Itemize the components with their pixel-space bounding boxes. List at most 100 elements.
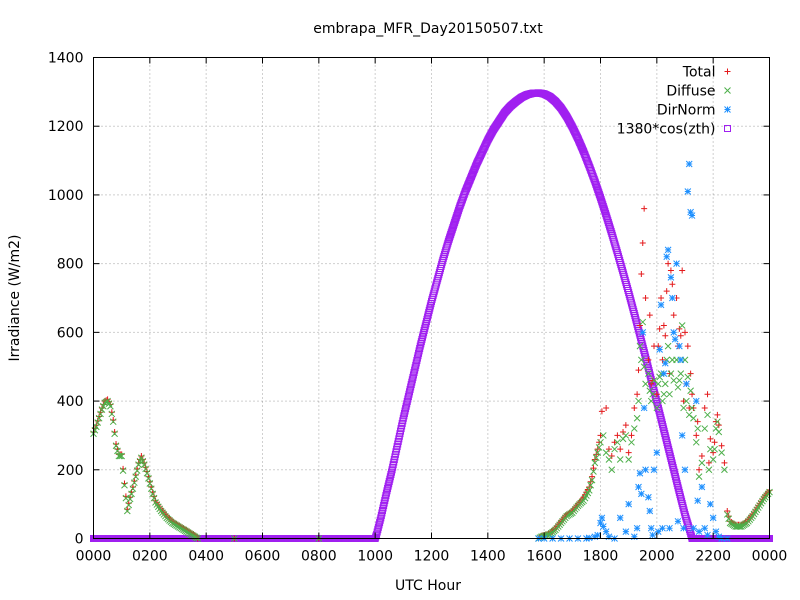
data-point [656, 325, 663, 332]
data-point [603, 404, 610, 411]
data-point [679, 504, 687, 512]
data-point [374, 526, 382, 534]
data-point [685, 411, 693, 419]
data-point [380, 499, 388, 507]
x-tick-label: 0000 [76, 549, 112, 565]
data-point [649, 531, 656, 539]
data-point [693, 432, 700, 439]
data-point [640, 349, 648, 357]
data-point [603, 215, 611, 223]
data-point [111, 430, 118, 438]
data-point [695, 528, 703, 535]
data-point [687, 208, 694, 216]
x-tick-label: 2000 [639, 549, 675, 565]
data-point [628, 438, 635, 446]
y-tick-label: 1200 [48, 119, 84, 135]
data-point [606, 224, 614, 232]
data-point [399, 414, 407, 422]
data-point [721, 459, 728, 466]
data-point [601, 208, 609, 216]
data-point [677, 370, 685, 377]
data-point [637, 336, 645, 344]
data-point [387, 470, 395, 478]
data-point [625, 456, 633, 463]
data-point [598, 408, 605, 415]
data-point [661, 430, 669, 438]
data-point [709, 456, 717, 463]
data-point [413, 354, 421, 362]
data-point [657, 414, 665, 422]
data-point [698, 483, 706, 491]
legend-marker [724, 68, 731, 75]
data-point [145, 475, 152, 482]
data-point [677, 332, 684, 339]
data-point [678, 432, 686, 439]
data-point [376, 519, 384, 527]
data-point [667, 370, 675, 377]
data-point [142, 465, 149, 473]
data-point [658, 295, 665, 301]
data-point [673, 479, 681, 487]
data-point [711, 439, 718, 446]
data-point [614, 438, 621, 446]
data-point [92, 423, 100, 431]
data-point [642, 466, 649, 474]
data-point [642, 295, 649, 301]
data-point [614, 432, 621, 439]
data-point [591, 533, 599, 541]
data-point [597, 432, 604, 439]
data-point [725, 515, 733, 523]
data-point [704, 391, 711, 398]
data-point [656, 373, 664, 381]
data-point [602, 449, 610, 456]
data-point [114, 447, 121, 455]
data-point [656, 346, 664, 353]
data-point [123, 507, 131, 515]
data-point [709, 514, 717, 522]
y-tick-label: 600 [57, 325, 84, 341]
data-point [376, 516, 384, 524]
data-point [414, 352, 422, 360]
data-point [638, 340, 646, 348]
data-point [115, 452, 123, 460]
data-point [380, 502, 388, 510]
data-point [657, 301, 665, 309]
data-point [666, 452, 674, 460]
data-point [676, 325, 683, 332]
data-point [424, 313, 432, 321]
data-point [410, 369, 418, 377]
data-point [147, 485, 155, 493]
data-point [400, 409, 408, 417]
x-tick-label: 1600 [526, 549, 562, 565]
data-point [140, 461, 148, 468]
data-point [686, 527, 694, 535]
data-point [721, 466, 728, 474]
data-point [639, 318, 647, 326]
data-point [425, 309, 433, 317]
data-point [646, 507, 654, 515]
data-point [591, 459, 599, 467]
data-point [676, 493, 684, 501]
data-point [664, 342, 672, 350]
data-point [650, 387, 658, 395]
data-point [712, 528, 720, 535]
data-point [425, 306, 433, 314]
data-point [678, 499, 686, 507]
data-point [409, 373, 417, 381]
data-point [130, 479, 138, 487]
data-point [128, 490, 135, 498]
data-point [681, 466, 689, 474]
data-point [649, 384, 657, 392]
data-point [641, 205, 648, 212]
data-point [415, 347, 423, 355]
legend-label: 1380*cos(zth) [617, 122, 716, 138]
data-point [426, 304, 434, 312]
data-point [417, 340, 425, 348]
data-point [694, 418, 701, 425]
data-point [411, 364, 419, 372]
data-point [599, 202, 607, 210]
data-point [650, 466, 658, 474]
data-point [97, 410, 104, 418]
data-point [406, 388, 414, 396]
data-point [663, 253, 671, 261]
